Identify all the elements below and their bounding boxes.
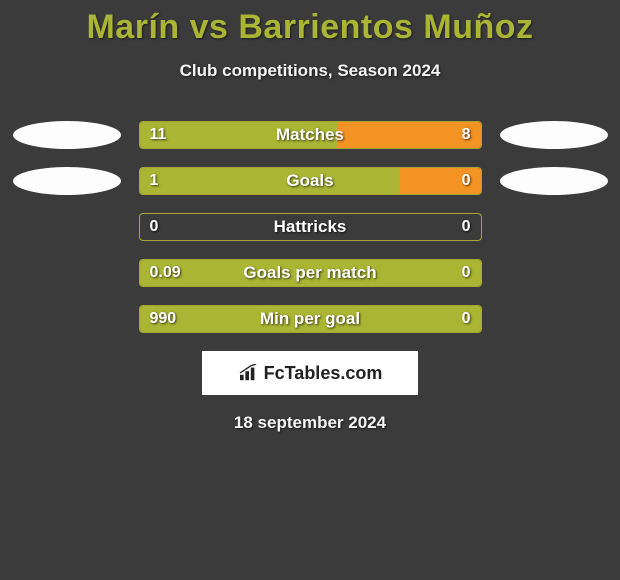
- stat-bar: 990 Min per goal 0: [139, 305, 482, 333]
- oval-spacer: [500, 213, 608, 241]
- stat-right-value: 0: [462, 306, 471, 332]
- stat-bar: 0 Hattricks 0: [139, 213, 482, 241]
- stat-right-value: 0: [462, 214, 471, 240]
- oval-spacer: [13, 259, 121, 287]
- date-line: 18 september 2024: [0, 413, 620, 433]
- stat-right-value: 8: [462, 122, 471, 148]
- stat-bar: 0.09 Goals per match 0: [139, 259, 482, 287]
- player-right-oval: [500, 121, 608, 149]
- subtitle: Club competitions, Season 2024: [0, 61, 620, 81]
- brand-box: FcTables.com: [202, 351, 418, 395]
- stat-label: Hattricks: [140, 214, 481, 240]
- stat-label: Matches: [140, 122, 481, 148]
- brand-text: FcTables.com: [264, 363, 383, 384]
- oval-spacer: [13, 213, 121, 241]
- stat-row: 990 Min per goal 0: [0, 305, 620, 333]
- stat-label: Goals per match: [140, 260, 481, 286]
- stat-label: Goals: [140, 168, 481, 194]
- oval-spacer: [13, 305, 121, 333]
- stat-row: 1 Goals 0: [0, 167, 620, 195]
- stat-row: 0.09 Goals per match 0: [0, 259, 620, 287]
- stat-right-value: 0: [462, 168, 471, 194]
- page-title: Marín vs Barrientos Muñoz: [0, 0, 620, 47]
- stats-container: 11 Matches 8 1 Goals 0 0 Hattricks 0: [0, 121, 620, 333]
- oval-spacer: [500, 259, 608, 287]
- player-left-oval: [13, 167, 121, 195]
- player-right-oval: [500, 167, 608, 195]
- stat-bar: 1 Goals 0: [139, 167, 482, 195]
- bar-chart-icon: [238, 364, 260, 382]
- player-left-oval: [13, 121, 121, 149]
- stat-bar: 11 Matches 8: [139, 121, 482, 149]
- stat-row: 0 Hattricks 0: [0, 213, 620, 241]
- stat-right-value: 0: [462, 260, 471, 286]
- oval-spacer: [500, 305, 608, 333]
- stat-row: 11 Matches 8: [0, 121, 620, 149]
- stat-label: Min per goal: [140, 306, 481, 332]
